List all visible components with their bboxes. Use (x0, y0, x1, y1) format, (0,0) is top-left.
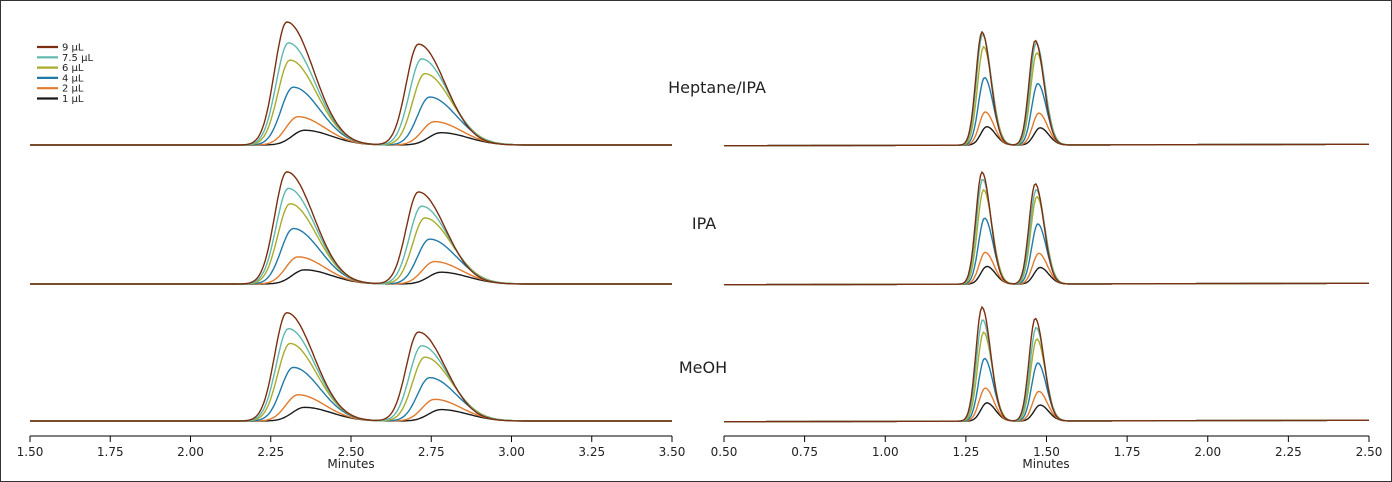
x-tick-label: 2.75 (418, 445, 445, 459)
trace-2-0 (723, 305, 1369, 423)
right-plot-area (723, 30, 1369, 423)
right-x-ticks: 0.50 0.75 1.00 1.25 1.50 1.75 2.00 2.25 2.50 (711, 436, 1383, 459)
left-plot-area (30, 21, 672, 422)
x-tick-label: 3.50 (659, 445, 686, 459)
right-x-axis-label: Minutes (1022, 457, 1069, 471)
x-tick-label: 1.75 (97, 445, 124, 459)
x-tick-label: 1.75 (1114, 445, 1141, 459)
legend-label: 2 µL (62, 84, 84, 95)
legend-label: 9 µL (62, 43, 84, 54)
x-tick-label: 0.50 (711, 445, 738, 459)
legend: 9 µL7.5 µL6 µL4 µL2 µL1 µL (37, 43, 93, 105)
x-tick-label: 3.25 (578, 445, 605, 459)
panel-label-ipa: IPA (692, 214, 716, 233)
left-chart: 1.50 1.75 2.00 2.25 2.50 2.75 3.00 3.25 3.50 Min… (17, 21, 686, 471)
x-tick-label: 2.25 (257, 445, 284, 459)
x-tick-label: 2.50 (1356, 445, 1383, 459)
panel-label-heptane-ipa: Heptane/IPA (668, 78, 766, 97)
trace-2-0 (30, 311, 672, 422)
right-chart: 0.50 0.75 1.00 1.25 1.50 1.75 2.00 2.25 2.50 Min… (711, 30, 1383, 471)
x-tick-label: 2.00 (1194, 445, 1221, 459)
panel-label-meoh: MeOH (679, 358, 727, 377)
trace-1-0 (723, 170, 1369, 286)
x-tick-label: 2.00 (177, 445, 204, 459)
x-tick-label: 1.25 (953, 445, 980, 459)
trace-0-0 (30, 21, 672, 146)
trace-1-0 (30, 171, 672, 285)
left-x-ticks: 1.50 1.75 2.00 2.25 2.50 2.75 3.00 3.25 3.50 (17, 436, 686, 459)
x-tick-label: 0.75 (791, 445, 818, 459)
panel-labels: Heptane/IPA IPA MeOH (668, 78, 766, 377)
legend-label: 7.5 µL (62, 53, 93, 64)
legend-label: 1 µL (62, 94, 84, 105)
x-tick-label: 1.50 (17, 445, 44, 459)
legend-label: 6 µL (62, 63, 84, 74)
x-tick-label: 2.50 (338, 445, 365, 459)
x-tick-label: 1.00 (872, 445, 899, 459)
x-tick-label: 1.50 (1033, 445, 1060, 459)
legend-label: 4 µL (62, 73, 84, 84)
x-tick-label: 3.00 (498, 445, 525, 459)
left-x-axis-label: Minutes (327, 457, 374, 471)
trace-0-0 (723, 30, 1369, 147)
x-tick-label: 2.25 (1275, 445, 1302, 459)
